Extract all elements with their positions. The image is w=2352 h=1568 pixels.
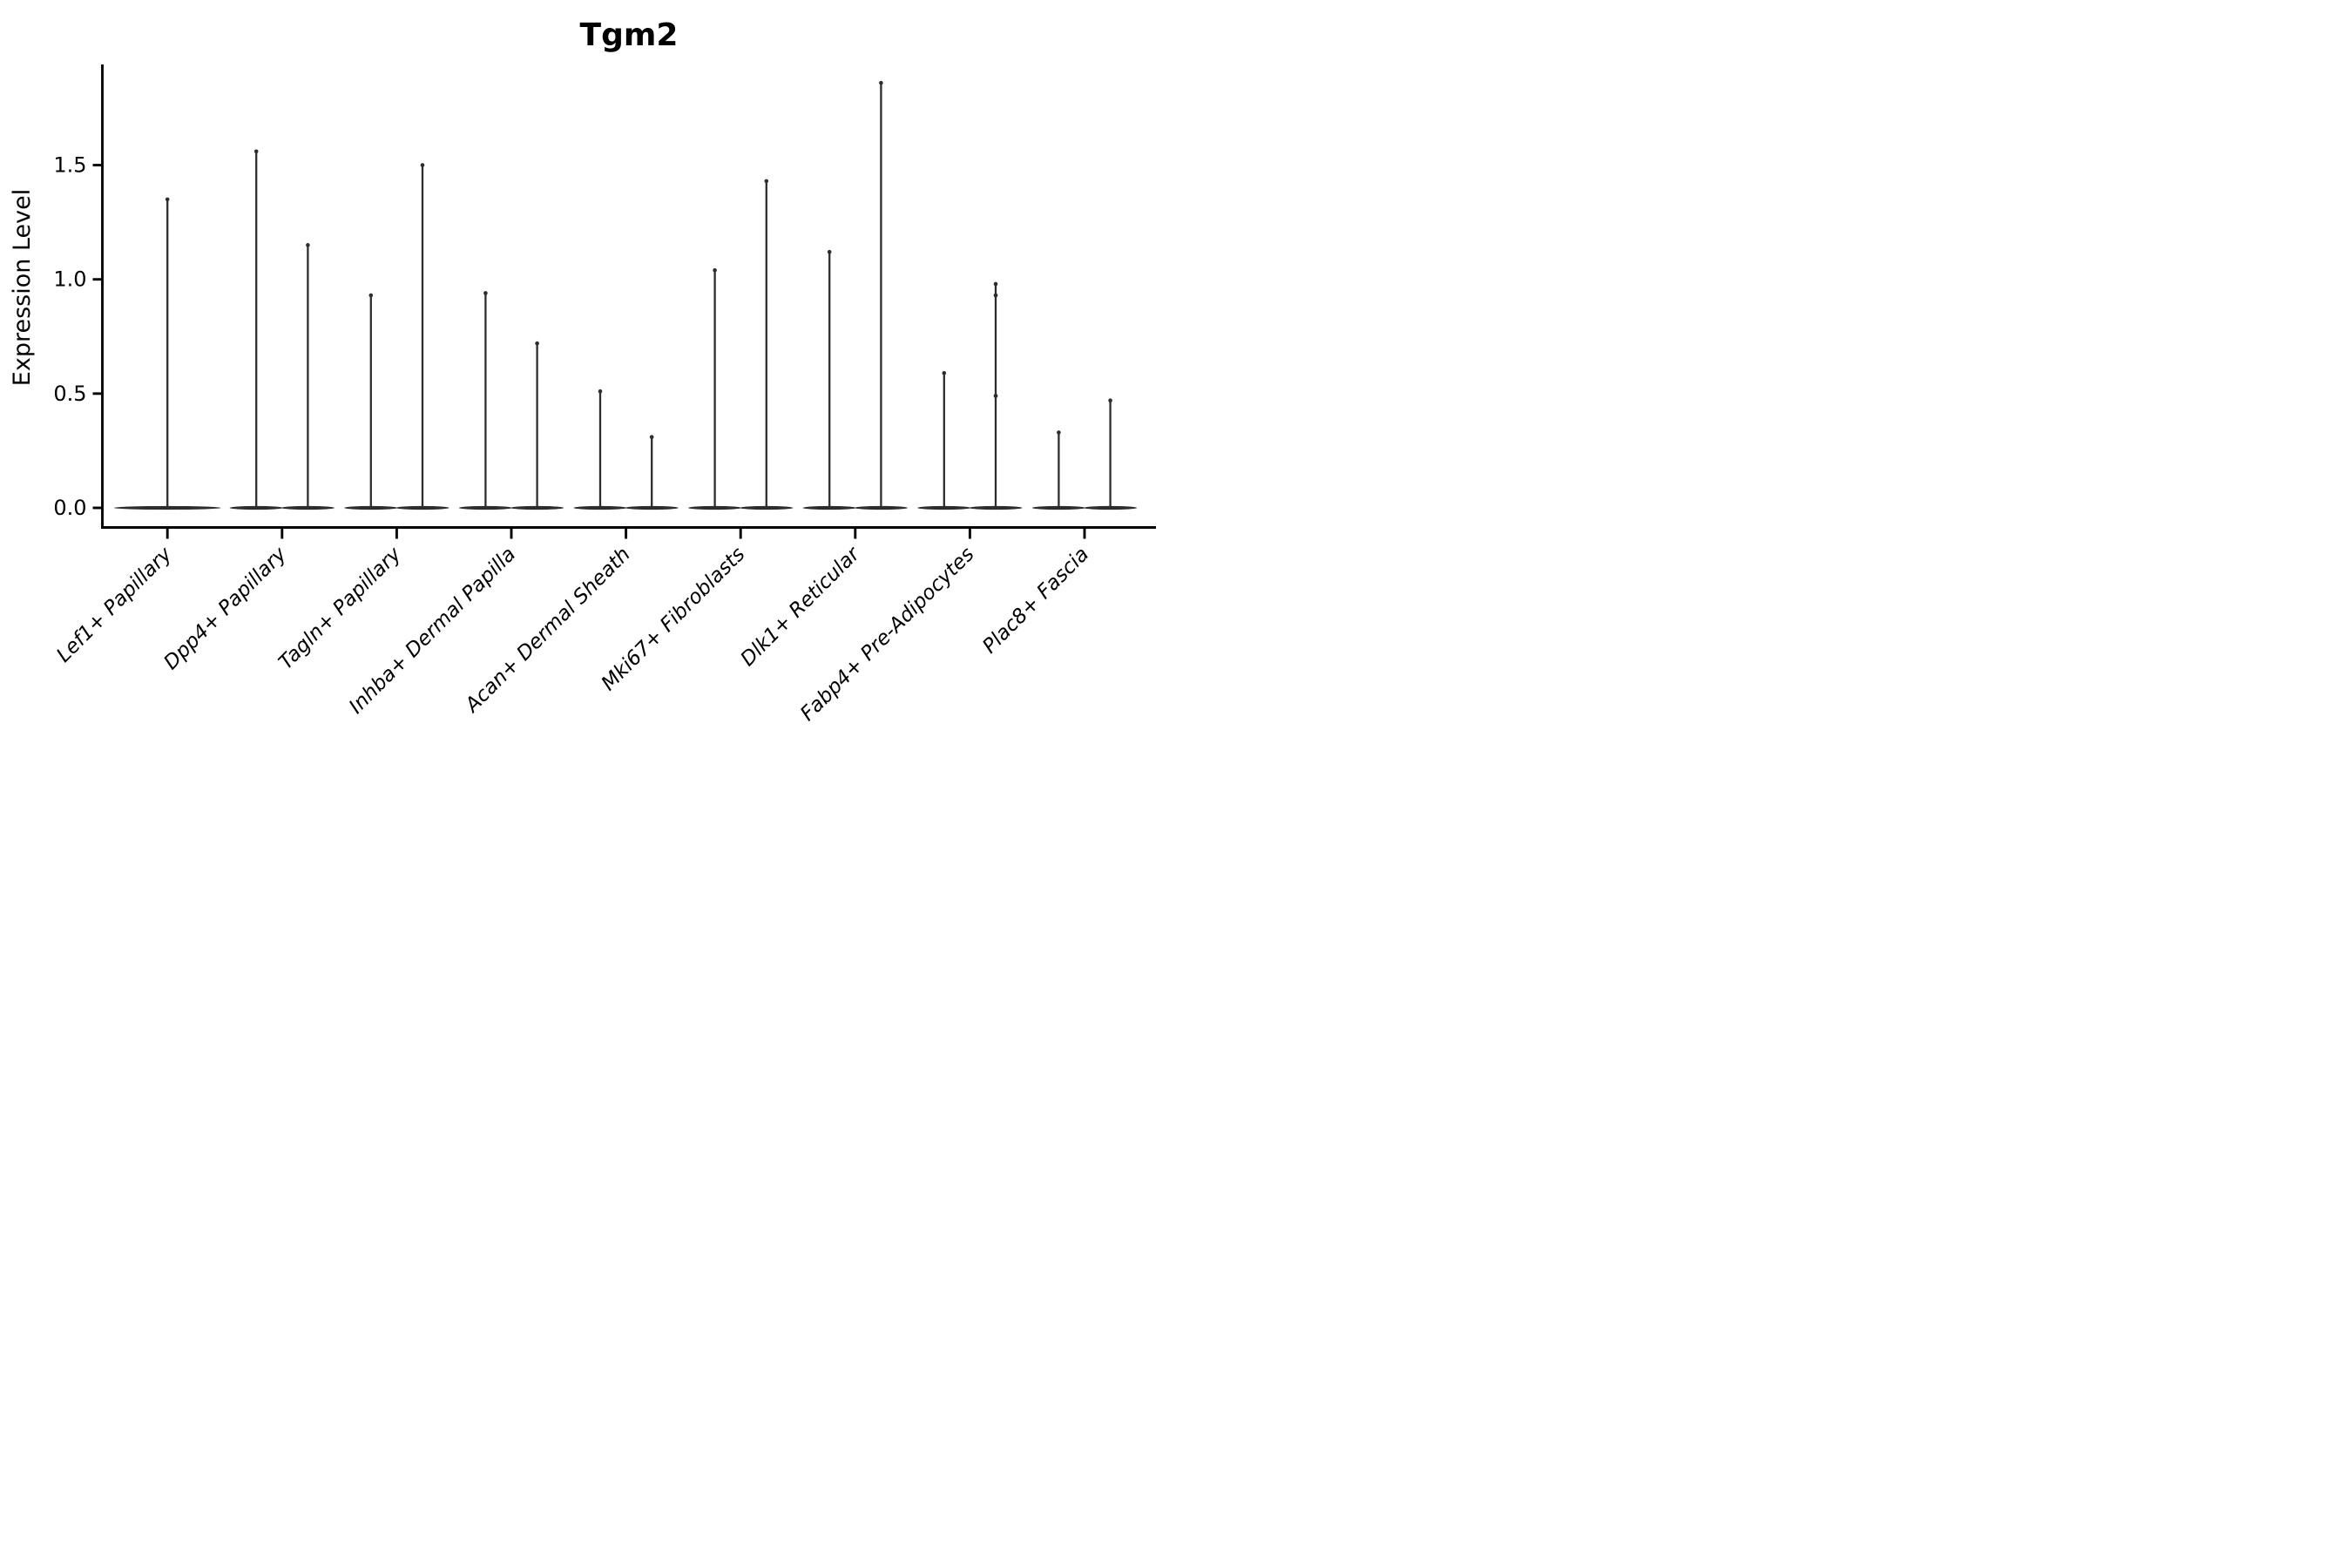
violin-group-8 (1031, 398, 1138, 510)
violin-max-point-7-left (942, 370, 947, 375)
x-tick-label-8: Plac8+ Fascia (978, 543, 1093, 658)
violin-max-point-0-center (165, 197, 170, 202)
violin-chart: Tgm2 Expression Level 0.0 0.5 1.0 1.5 Lef1+… (9, 17, 1156, 726)
violin-max-point-8-left (1057, 430, 1061, 435)
violin-max-point-2-left (368, 293, 374, 298)
x-tick-label-0: Lef1+ Papillary (52, 543, 177, 667)
y-axis-label: Expression Level (9, 189, 36, 386)
violin-jitter-point-7-right-1 (993, 394, 998, 398)
violin-max-point-2-right (420, 163, 425, 167)
y-tick-label-3: 1.5 (53, 153, 86, 178)
violin-max-point-6-left (827, 249, 832, 254)
violin-max-point-4-left (598, 389, 603, 394)
violins (113, 80, 1138, 510)
violin-max-point-7-right (993, 281, 998, 287)
y-ticks: 0.0 0.5 1.0 1.5 (53, 153, 103, 520)
x-tick-label-6: Dlk1+ Reticular (736, 542, 865, 671)
violin-group-1 (229, 149, 335, 510)
violin-max-point-1-right (306, 243, 310, 247)
x-tick-label-1: Dpp4+ Papillary (159, 543, 291, 674)
violin-max-point-5-left (713, 267, 717, 273)
x-tick-label-2: Tagln+ Papillary (274, 543, 406, 674)
violin-group-4 (573, 389, 679, 510)
violin-max-point-3-right (535, 341, 539, 346)
violin-group-5 (688, 179, 794, 510)
violin-jitter-point-7-right-0 (993, 293, 998, 298)
axes (101, 64, 1156, 529)
violin-max-point-8-right (1108, 398, 1112, 403)
violin-max-point-5-right (764, 179, 769, 184)
y-tick-label-1: 0.5 (53, 382, 86, 406)
violin-group-0 (113, 197, 221, 510)
violin-max-point-6-right (879, 80, 883, 85)
violin-group-6 (802, 80, 908, 510)
chart-title: Tgm2 (580, 17, 679, 53)
violin-max-point-1-left (253, 149, 259, 154)
y-tick-label-0: 0.0 (53, 496, 86, 520)
violin-max-point-3-left (483, 291, 488, 295)
violin-group-2 (344, 163, 449, 510)
figure: Tgm2 Expression Level 0.0 0.5 1.0 1.5 Lef1+… (0, 0, 1176, 784)
violin-group-7 (917, 281, 1023, 510)
violin-group-3 (458, 291, 564, 510)
y-tick-label-2: 1.0 (53, 267, 86, 292)
violin-max-point-4-right (649, 435, 654, 439)
